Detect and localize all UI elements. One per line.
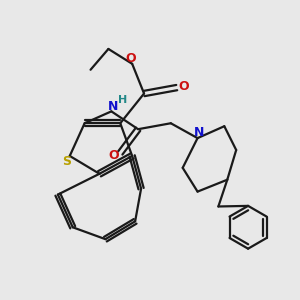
Text: O: O	[125, 52, 136, 65]
Text: S: S	[62, 155, 71, 168]
Text: O: O	[108, 149, 119, 162]
Text: O: O	[178, 80, 189, 93]
Text: H: H	[118, 95, 127, 105]
Text: N: N	[108, 100, 118, 113]
Text: N: N	[194, 126, 204, 139]
